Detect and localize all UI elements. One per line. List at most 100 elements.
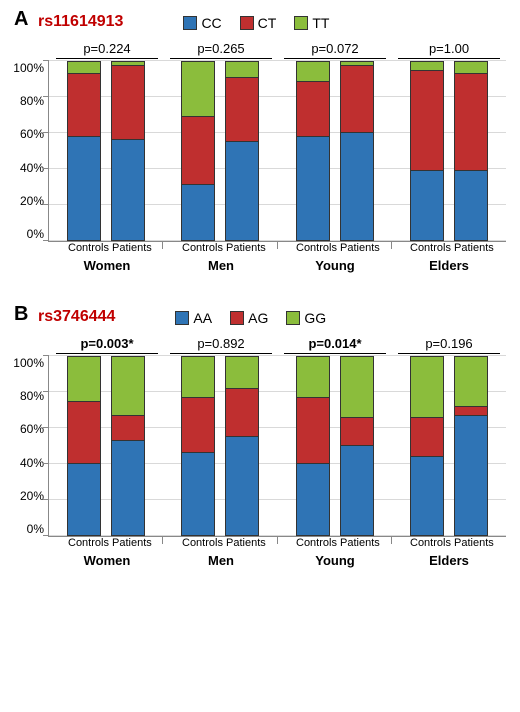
- y-axis-label: 80%: [20, 389, 44, 403]
- stacked-bar: [67, 356, 101, 536]
- bar-segment: [182, 117, 214, 185]
- bar-segment: [182, 357, 214, 398]
- bar-segment: [112, 140, 144, 240]
- x-group-label: Elders: [392, 258, 506, 273]
- bar-segment: [455, 416, 487, 535]
- bar-segment: [411, 418, 443, 457]
- x-group-labels: WomenMenYoungElders: [50, 553, 506, 568]
- bar-segment: [341, 66, 373, 134]
- legend-label: AA: [193, 310, 212, 326]
- pvalue-underline: [284, 353, 386, 354]
- bar-segment: [297, 464, 329, 535]
- bar-segment: [226, 437, 258, 535]
- y-axis-label: 40%: [20, 456, 44, 470]
- pvalue-text: p=0.003*: [80, 336, 133, 351]
- figure: Ars11614913CCCTTTp=0.224p=0.265p=0.072p=…: [0, 0, 520, 606]
- legend-swatch: [230, 311, 244, 325]
- bar-segment: [226, 357, 258, 389]
- bar-segment: [182, 398, 214, 453]
- stacked-bar: [340, 356, 374, 536]
- y-axis-label: 40%: [20, 161, 44, 175]
- bar-segment: [182, 453, 214, 535]
- chart-wrap: 100%80%60%40%20%0%: [14, 356, 506, 537]
- chart-wrap: 100%80%60%40%20%0%: [14, 61, 506, 242]
- bar-group: [163, 356, 277, 536]
- x-sub-label: Patients: [454, 537, 488, 549]
- bar-segment: [297, 62, 329, 82]
- x-group-label: Men: [164, 553, 278, 568]
- legend: AAAGGG: [175, 310, 326, 326]
- x-sub-group: Controls Patients: [392, 242, 506, 254]
- bar-segment: [455, 62, 487, 74]
- x-sub-group: ControlsPatients: [278, 537, 392, 549]
- pvalue: p=1.00: [392, 41, 506, 59]
- plot-area: [48, 61, 506, 242]
- pvalue-underline: [284, 58, 386, 59]
- bar-segment: [68, 357, 100, 402]
- legend-swatch: [240, 16, 254, 30]
- bar-group: [278, 356, 392, 536]
- y-axis-label: 20%: [20, 489, 44, 503]
- pvalue-text: p=0.892: [197, 336, 244, 351]
- bar-segment: [455, 407, 487, 416]
- y-axis-label: 0%: [27, 227, 44, 241]
- bar-segment: [68, 137, 100, 240]
- bar-segment: [297, 357, 329, 398]
- x-sub-group: ControlsPatients: [50, 537, 164, 549]
- x-group-label: Women: [50, 258, 164, 273]
- x-sub-label: Controls: [182, 242, 216, 254]
- pvalue-underline: [398, 353, 500, 354]
- pvalues-row: p=0.003*p=0.892p=0.014*p=0.196: [50, 336, 506, 354]
- bar-group: [392, 356, 506, 536]
- legend-swatch: [183, 16, 197, 30]
- group-divider: [391, 241, 392, 249]
- x-sub-group: ControlsPatients: [164, 242, 278, 254]
- stacked-bar: [181, 356, 215, 536]
- pvalue: p=0.072: [278, 41, 392, 59]
- x-sub-label: Patients: [340, 242, 374, 254]
- pvalue-text: p=1.00: [429, 41, 469, 56]
- stacked-bar: [67, 61, 101, 241]
- bar-segment: [411, 357, 443, 418]
- stacked-bar: [111, 61, 145, 241]
- stacked-bar: [296, 61, 330, 241]
- bar-segment: [68, 74, 100, 136]
- bar-segment: [112, 416, 144, 441]
- x-sub-label: Patients: [112, 537, 146, 549]
- panel-A: Ars11614913CCCTTTp=0.224p=0.265p=0.072p=…: [14, 8, 506, 273]
- bar-segment: [182, 185, 214, 240]
- group-divider: [162, 241, 163, 249]
- legend-item: CT: [240, 15, 277, 31]
- y-axis: 100%80%60%40%20%0%: [14, 61, 48, 241]
- legend-item: CC: [183, 15, 221, 31]
- pvalue: p=0.196: [392, 336, 506, 354]
- bar-segment: [68, 62, 100, 74]
- bar-segment: [226, 142, 258, 240]
- pvalue-underline: [56, 353, 158, 354]
- panel-header: Brs3746444AAAGGG: [14, 303, 506, 326]
- x-sub-label: Patients: [340, 537, 374, 549]
- x-sub-group: ControlsPatients: [278, 242, 392, 254]
- x-sub-label: Patients: [112, 242, 146, 254]
- bar-segment: [297, 82, 329, 137]
- x-sub-group: Controls Patients: [50, 242, 164, 254]
- bar-group: [278, 61, 392, 241]
- bar-segment: [226, 78, 258, 142]
- pvalue-text: p=0.265: [197, 41, 244, 56]
- bar-group: [392, 61, 506, 241]
- pvalue: p=0.892: [164, 336, 278, 354]
- x-sub-group: ControlsPatients: [164, 537, 278, 549]
- bar-group: [163, 61, 277, 241]
- x-sub-label: Controls: [410, 537, 444, 549]
- legend-label: CC: [201, 15, 221, 31]
- x-sub-label: Controls: [68, 242, 102, 254]
- x-sub-label: Patients: [454, 242, 488, 254]
- pvalues-row: p=0.224p=0.265p=0.072p=1.00: [50, 41, 506, 59]
- x-sub-label: Controls: [410, 242, 444, 254]
- x-sub-labels: ControlsPatientsControlsPatientsControls…: [50, 537, 506, 549]
- stacked-bar: [225, 356, 259, 536]
- x-group-label: Young: [278, 553, 392, 568]
- y-axis-label: 100%: [13, 61, 44, 75]
- x-group-label: Men: [164, 258, 278, 273]
- legend-swatch: [294, 16, 308, 30]
